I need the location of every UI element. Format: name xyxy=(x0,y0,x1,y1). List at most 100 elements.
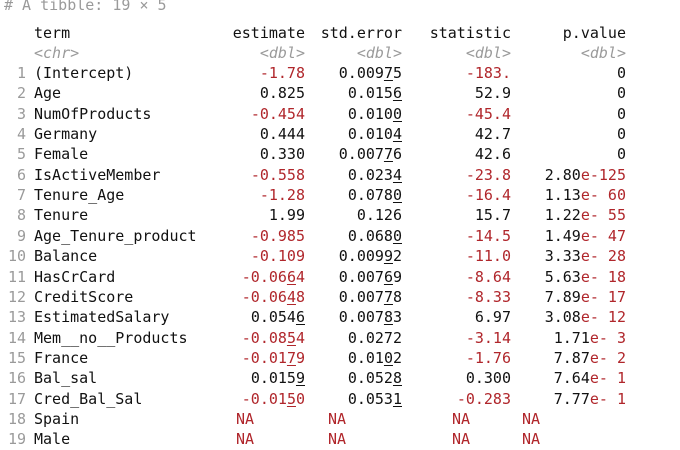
table-row: 12 CreditScore -0.0648 0.00778 -8.33 7.89e- 1… xyxy=(0,287,680,307)
term-cell: Age xyxy=(34,84,62,103)
type-term: <chr> xyxy=(34,44,80,62)
pvalue-cell: 3.33e- 28 xyxy=(544,247,626,266)
statistic-cell: -0.283 xyxy=(456,389,511,408)
type-stderror: <dbl> xyxy=(356,44,402,62)
stderror-cell: 0.0234 xyxy=(347,165,402,184)
row-number: 9 xyxy=(16,226,26,245)
stderror-cell: 0.0528 xyxy=(347,369,402,388)
row-number: 19 xyxy=(7,430,26,449)
type-pvalue: <dbl> xyxy=(580,44,626,62)
pvalue-cell: 1.71e- 3 xyxy=(553,328,626,347)
stderror-cell: 0.0100 xyxy=(347,104,402,123)
term-cell: Spain xyxy=(34,409,80,428)
statistic-cell: -23.8 xyxy=(465,165,511,184)
term-cell: EstimatedSalary xyxy=(34,308,170,327)
statistic-cell: 42.7 xyxy=(474,125,511,144)
estimate-cell: -0.109 xyxy=(250,247,305,266)
type-statistic: <dbl> xyxy=(465,44,511,62)
statistic-cell: 42.6 xyxy=(474,145,511,164)
column-header-row: term estimate std.error statistic p.valu… xyxy=(0,23,680,43)
col-estimate-header: estimate xyxy=(232,24,305,42)
estimate-cell: -0.558 xyxy=(250,165,305,184)
row-number: 5 xyxy=(16,145,26,164)
pvalue-cell: 3.08e- 12 xyxy=(544,308,626,327)
term-cell: Cred_Bal_Sal xyxy=(34,389,143,408)
table-row: 17 Cred_Bal_Sal -0.0150 0.0531 -0.283 7.77e- … xyxy=(0,389,680,409)
estimate-cell: -0.0664 xyxy=(241,267,305,286)
statistic-cell: -1.76 xyxy=(465,348,511,367)
row-number: 12 xyxy=(7,287,26,306)
statistic-cell: NA xyxy=(452,409,471,428)
stderror-cell: 0.0780 xyxy=(347,186,402,205)
term-cell: Tenure_Age xyxy=(34,186,125,205)
table-row: 1 (Intercept) -1.78 0.00975 -183. 0 xyxy=(0,63,680,83)
pvalue-cell: NA xyxy=(522,409,541,428)
row-number: 7 xyxy=(16,186,26,205)
table-row: 13 EstimatedSalary 0.0546 0.00783 6.97 3.08e-… xyxy=(0,307,680,327)
pvalue-cell: 2.80e-125 xyxy=(544,165,626,184)
pvalue-cell: 5.63e- 18 xyxy=(544,267,626,286)
stderror-cell: 0.00975 xyxy=(338,64,402,82)
term-cell: Tenure xyxy=(34,206,89,225)
estimate-cell: -0.985 xyxy=(250,226,305,245)
estimate-cell: NA xyxy=(236,430,255,449)
stderror-cell: 0.0102 xyxy=(347,348,402,367)
pvalue-cell: 1.49e- 47 xyxy=(544,226,626,245)
column-type-row: <chr> <dbl> <dbl> <dbl> <dbl> xyxy=(0,43,680,63)
estimate-cell: -0.0648 xyxy=(241,287,305,306)
statistic-cell: -3.14 xyxy=(465,328,511,347)
table-row: 2 Age 0.825 0.0156 52.9 0 xyxy=(0,83,680,103)
pvalue-cell: 0 xyxy=(616,125,626,144)
statistic-cell: -8.33 xyxy=(465,287,511,306)
row-number: 17 xyxy=(7,389,26,408)
term-cell: Female xyxy=(34,145,89,164)
estimate-cell: -0.0854 xyxy=(241,328,305,347)
stderror-cell: 0.00783 xyxy=(338,308,402,327)
col-term-header: term xyxy=(34,24,71,42)
statistic-cell: -8.64 xyxy=(465,267,511,286)
stderror-cell: 0.0104 xyxy=(347,125,402,144)
stderror-cell: 0.0272 xyxy=(347,328,402,347)
table-row: 15 France -0.0179 0.0102 -1.76 7.87e- 2 xyxy=(0,348,680,368)
row-number: 4 xyxy=(16,125,26,144)
estimate-cell: -1.28 xyxy=(259,186,305,205)
statistic-cell: 6.97 xyxy=(474,308,511,327)
table-row: 14 Mem__no__Products -0.0854 0.0272 -3.14 1.7… xyxy=(0,328,680,348)
pvalue-cell: 7.64e- 1 xyxy=(553,369,626,388)
pvalue-cell: 1.13e- 60 xyxy=(544,186,626,205)
term-cell: (Intercept) xyxy=(34,64,134,82)
row-number: 13 xyxy=(7,308,26,327)
table-row: 16 Bal_sal 0.0159 0.0528 0.300 7.64e- 1 xyxy=(0,368,680,388)
pvalue-cell: 7.87e- 2 xyxy=(553,348,626,367)
estimate-cell: 0.444 xyxy=(259,125,305,144)
stderror-cell: 0.0680 xyxy=(347,226,402,245)
row-number: 10 xyxy=(7,247,26,266)
row-number: 14 xyxy=(7,328,26,347)
term-cell: NumOfProducts xyxy=(34,104,152,123)
table-row: 9 Age_Tenure_product -0.985 0.0680 -14.5 1.49… xyxy=(0,226,680,246)
term-cell: France xyxy=(34,348,89,367)
row-number: 11 xyxy=(7,267,26,286)
pvalue-cell: 1.22e- 55 xyxy=(544,206,626,225)
pvalue-cell: 0 xyxy=(616,84,626,103)
term-cell: Age_Tenure_product xyxy=(34,226,197,245)
col-pvalue-header: p.value xyxy=(562,24,626,42)
stderror-cell: 0.0156 xyxy=(347,84,402,103)
table-row: 5 Female 0.330 0.00776 42.6 0 xyxy=(0,144,680,164)
pvalue-cell: 7.89e- 17 xyxy=(544,287,626,306)
pvalue-cell: 7.77e- 1 xyxy=(553,389,626,408)
estimate-cell: 1.99 xyxy=(268,206,305,225)
statistic-cell: 52.9 xyxy=(474,84,511,103)
table-row: 11 HasCrCard -0.0664 0.00769 -8.64 5.63e- 18 xyxy=(0,267,680,287)
estimate-cell: -0.0150 xyxy=(241,389,305,408)
col-statistic-header: statistic xyxy=(429,24,511,42)
statistic-cell: 0.300 xyxy=(465,369,511,388)
estimate-cell: 0.0546 xyxy=(250,308,305,327)
estimate-cell: -1.78 xyxy=(259,64,305,82)
row-number: 6 xyxy=(16,165,26,184)
pvalue-cell: 0 xyxy=(616,64,626,82)
stderror-cell: 0.0531 xyxy=(347,389,402,408)
stderror-cell: NA xyxy=(328,430,347,449)
col-stderror-header: std.error xyxy=(320,24,402,42)
term-cell: HasCrCard xyxy=(34,267,116,286)
